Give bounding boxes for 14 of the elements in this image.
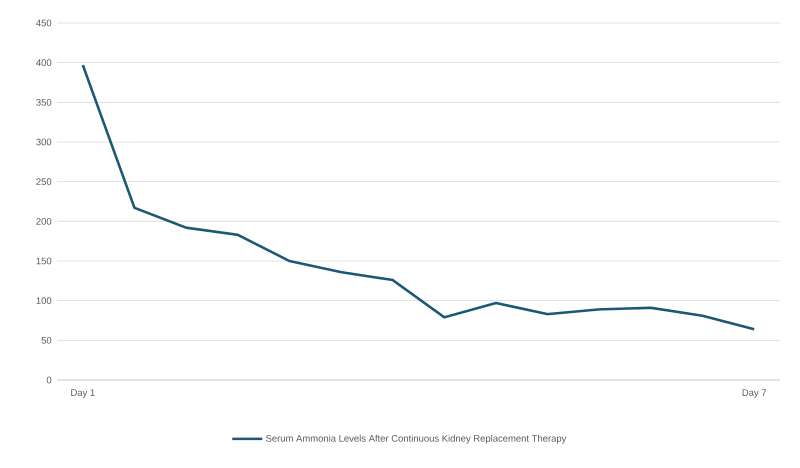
y-tick-label: 50 (42, 336, 52, 344)
y-tick-label: 400 (36, 59, 52, 66)
x-tick-label: Day 7 (742, 389, 766, 398)
legend-label: Serum Ammonia Levels After Continuous Kidney Replacement Therapy (266, 434, 566, 444)
y-tick-label: 350 (36, 98, 52, 106)
y-tick-label: 450 (36, 20, 52, 26)
line-series (82, 64, 756, 331)
y-tick-label: 150 (36, 258, 52, 264)
y-tick-label: 300 (36, 138, 52, 146)
y-tick-label: 200 (36, 218, 52, 225)
y-tick-label: 100 (36, 297, 52, 304)
x-tick-label: Day 1 (71, 389, 95, 398)
y-tick-label: 0 (46, 376, 52, 384)
y-tick-label: 250 (36, 178, 52, 186)
